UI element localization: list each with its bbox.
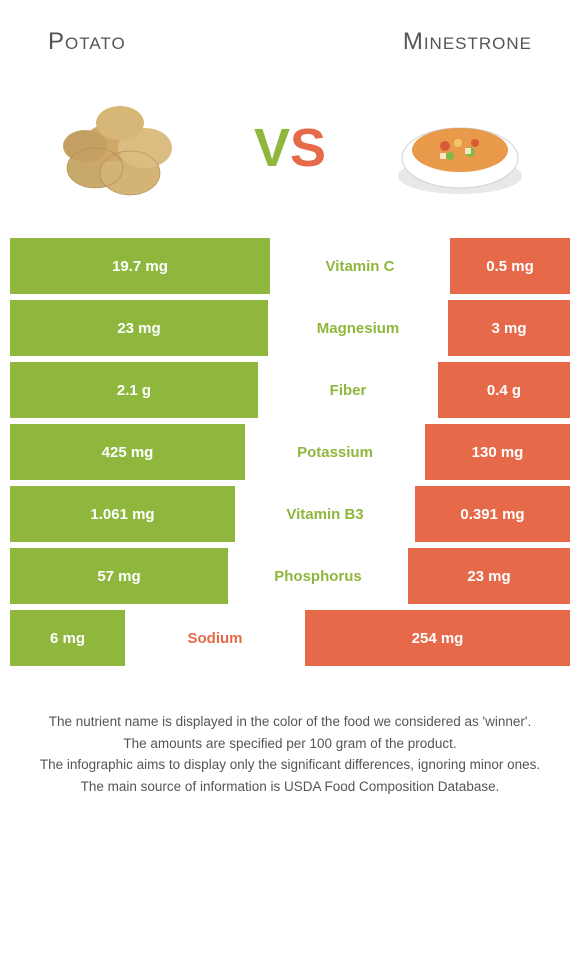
right-title: Minestrone [403,28,532,56]
image-row: VS [0,68,580,238]
left-value: 6 mg [10,610,125,666]
nutrient-row: 23 mgMagnesium3 mg [10,300,570,356]
nutrient-name: Vitamin B3 [235,486,415,542]
nutrient-row: 2.1 gFiber0.4 g [10,362,570,418]
potato-icon [40,88,200,208]
nutrient-name: Phosphorus [228,548,408,604]
right-value: 0.391 mg [415,486,570,542]
left-value: 23 mg [10,300,268,356]
nutrient-row: 425 mgPotassium130 mg [10,424,570,480]
right-image [370,78,550,218]
right-value: 130 mg [425,424,570,480]
left-value: 57 mg [10,548,228,604]
right-value: 0.5 mg [450,238,570,294]
nutrient-name: Vitamin C [270,238,450,294]
nutrient-row: 1.061 mgVitamin B30.391 mg [10,486,570,542]
nutrient-name: Fiber [258,362,438,418]
left-value: 1.061 mg [10,486,235,542]
nutrient-row: 19.7 mgVitamin C0.5 mg [10,238,570,294]
footer-line: The nutrient name is displayed in the co… [30,712,550,732]
nutrient-name: Potassium [245,424,425,480]
footer-notes: The nutrient name is displayed in the co… [0,672,580,796]
footer-line: The amounts are specified per 100 gram o… [30,734,550,754]
left-image [30,78,210,218]
nutrient-name: Sodium [125,610,305,666]
right-value: 0.4 g [438,362,570,418]
nutrient-table: 19.7 mgVitamin C0.5 mg23 mgMagnesium3 mg… [0,238,580,666]
vs-s: S [290,117,326,179]
nutrient-row: 6 mgSodium254 mg [10,610,570,666]
nutrient-row: 57 mgPhosphorus23 mg [10,548,570,604]
soup-icon [380,88,540,208]
nutrient-name: Magnesium [268,300,448,356]
left-value: 425 mg [10,424,245,480]
footer-line: The main source of information is USDA F… [30,777,550,797]
vs-label: VS [254,117,326,179]
right-value: 254 mg [305,610,570,666]
left-value: 2.1 g [10,362,258,418]
right-value: 23 mg [408,548,570,604]
footer-line: The infographic aims to display only the… [30,755,550,775]
vs-v: V [254,117,290,179]
header: Potato Minestrone [0,0,580,68]
right-value: 3 mg [448,300,570,356]
left-title: Potato [48,28,126,56]
left-value: 19.7 mg [10,238,270,294]
